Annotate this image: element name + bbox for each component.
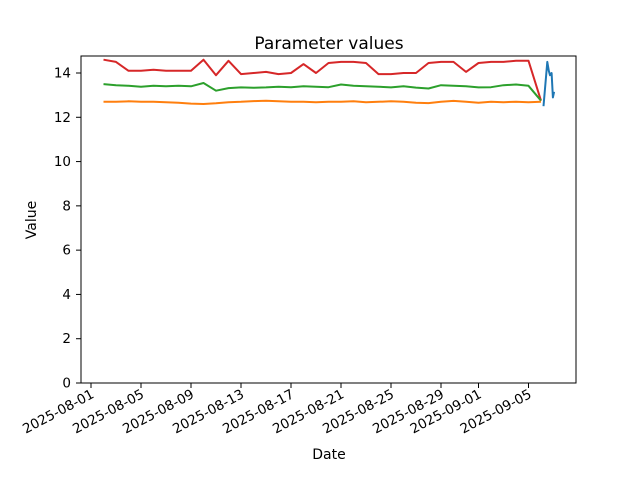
orange-series-line xyxy=(103,99,542,105)
y-tick-label: 14 xyxy=(54,66,71,82)
y-tick-label: 6 xyxy=(62,243,71,259)
blue-series-line xyxy=(542,60,556,107)
y-tick-label: 4 xyxy=(62,287,71,303)
y-tick-label: 12 xyxy=(54,110,71,126)
y-tick-label: 10 xyxy=(54,154,71,170)
green-series-line xyxy=(103,82,542,102)
axes-group: 024681012142025-08-012025-08-052025-08-0… xyxy=(20,55,577,437)
red-series-line xyxy=(103,58,542,101)
chart-title: Parameter values xyxy=(254,34,403,54)
plot-border xyxy=(80,55,577,384)
y-tick-label: 8 xyxy=(62,198,71,214)
y-tick-label: 2 xyxy=(62,331,71,347)
x-axis-label: Date xyxy=(312,447,345,463)
y-tick-label: 0 xyxy=(62,376,71,392)
y-axis-label: Value xyxy=(24,201,40,239)
series-group xyxy=(103,58,556,107)
